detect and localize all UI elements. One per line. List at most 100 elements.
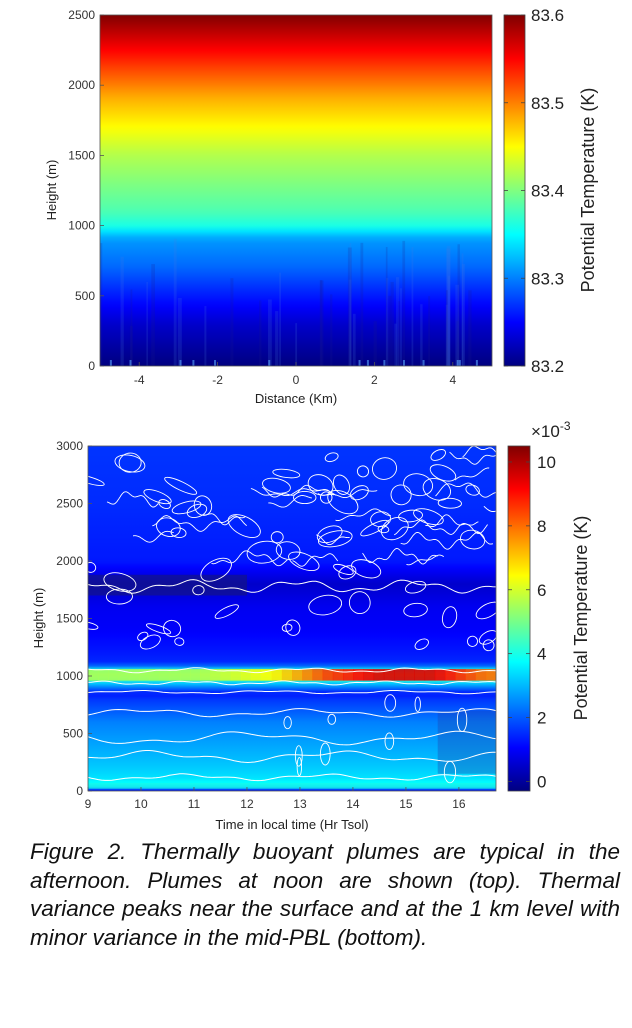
contour-loop	[429, 464, 457, 482]
top-y-tick-label: 2000	[68, 78, 95, 92]
contour-line	[133, 530, 174, 543]
bottom-cb-tick-label: 6	[537, 581, 546, 600]
plume-streak	[130, 289, 133, 366]
contour-loop	[105, 588, 133, 605]
peak-band-cell	[210, 669, 222, 681]
contour-loop	[262, 477, 291, 494]
surface-plume	[179, 360, 182, 366]
plume-streak	[398, 301, 400, 366]
contour-loop	[478, 630, 496, 645]
plume-streak	[457, 244, 460, 366]
top-cb-tick-label: 83.6	[531, 6, 564, 25]
contour-loop	[338, 565, 357, 580]
contour-line	[88, 667, 496, 674]
bottom-x-tick-label: 13	[293, 797, 307, 811]
bottom-y-tick-label: 500	[63, 727, 83, 741]
peak-band-cell	[312, 669, 324, 681]
peak-band-cell	[424, 669, 436, 681]
plume-streak	[120, 256, 124, 366]
contour-loop	[414, 638, 429, 650]
contour-loop	[294, 745, 303, 767]
contour-loop	[475, 601, 496, 620]
plume-streak	[390, 281, 394, 366]
top-y-tick-label: 0	[88, 359, 95, 373]
top-x-tick-label: -2	[212, 373, 223, 387]
plume-streak	[352, 313, 356, 366]
contour-line	[462, 446, 496, 458]
contour-line	[268, 495, 313, 508]
plume-streak	[319, 280, 323, 366]
surface-variance-layer	[88, 782, 496, 789]
bottom-y-tick-label: 1500	[56, 612, 83, 626]
peak-band-cell	[281, 669, 293, 681]
surface-plume	[192, 360, 195, 366]
contour-loop	[398, 509, 423, 523]
bottom-y-axis-label: Height (m)	[31, 588, 46, 649]
contour-line	[317, 489, 378, 499]
low-variance-band	[88, 574, 247, 596]
contour-loop	[437, 497, 462, 509]
peak-band-cell	[88, 669, 99, 681]
peak-band-cell	[292, 669, 303, 681]
bottom-x-ticks: 9 10 11 12 13 14 15 16	[85, 787, 466, 811]
peak-band-cell	[434, 669, 446, 681]
contour-loop	[403, 602, 428, 618]
peak-band-cell	[230, 669, 242, 681]
bottom-cb-tick-label: 0	[537, 772, 546, 791]
top-cb-tick-label: 83.2	[531, 357, 564, 376]
contour-loop	[139, 634, 161, 650]
bottom-cb-tick-label: 8	[537, 517, 546, 536]
plume-streak	[146, 281, 148, 366]
contour-loop	[164, 476, 198, 495]
contour-loop	[88, 474, 105, 486]
contour-loop	[288, 551, 320, 572]
contour-loop	[137, 631, 149, 642]
plume-streak	[445, 304, 449, 366]
plume-streak	[279, 272, 282, 366]
contour-loop	[171, 500, 202, 515]
plume-streak	[385, 278, 389, 366]
contour-loop	[143, 489, 172, 505]
bottom-x-tick-label: 12	[240, 797, 254, 811]
contour-line	[152, 515, 247, 532]
contour-loop	[319, 742, 331, 766]
plume-streak	[129, 325, 133, 366]
contour-loop	[482, 639, 495, 652]
bottom-x-tick-label: 15	[399, 797, 413, 811]
top-y-axis-label: Height (m)	[44, 160, 59, 221]
top-x-tick-label: 0	[293, 373, 300, 387]
surface-plume	[402, 360, 405, 366]
contour-loop	[145, 623, 172, 635]
contour-loop	[285, 619, 301, 636]
surface-plume	[268, 360, 271, 366]
plume-streak	[348, 279, 352, 366]
top-x-axis-label: Distance (Km)	[255, 391, 337, 406]
contour-loop	[118, 452, 142, 473]
contour-loop	[403, 473, 434, 497]
plume-streak	[456, 321, 459, 366]
contour-loop	[214, 604, 239, 619]
peak-band-cell	[179, 669, 191, 681]
contour-loop	[443, 760, 457, 784]
plume-streak	[275, 311, 279, 366]
peak-band-cell	[485, 669, 496, 681]
contour-loop	[333, 563, 354, 575]
contour-loop	[317, 530, 353, 548]
contour-loop	[404, 580, 427, 594]
peak-band-cell	[414, 669, 426, 681]
plume-streak	[420, 304, 423, 366]
peak-band-cell	[159, 669, 171, 681]
peak-band-cell	[465, 669, 477, 681]
contour-loop	[384, 732, 395, 750]
bottom-colorbar-bar	[507, 445, 531, 792]
surface-plume	[366, 360, 369, 366]
contour-line	[483, 505, 496, 512]
contour-loop	[283, 716, 292, 730]
peak-band-cell	[169, 669, 181, 681]
contour-loop	[327, 713, 337, 725]
bottom-cb-tick-label: 2	[537, 709, 546, 728]
contour-loop	[270, 531, 284, 544]
contour-line	[400, 532, 494, 550]
contour-loop	[281, 623, 293, 632]
